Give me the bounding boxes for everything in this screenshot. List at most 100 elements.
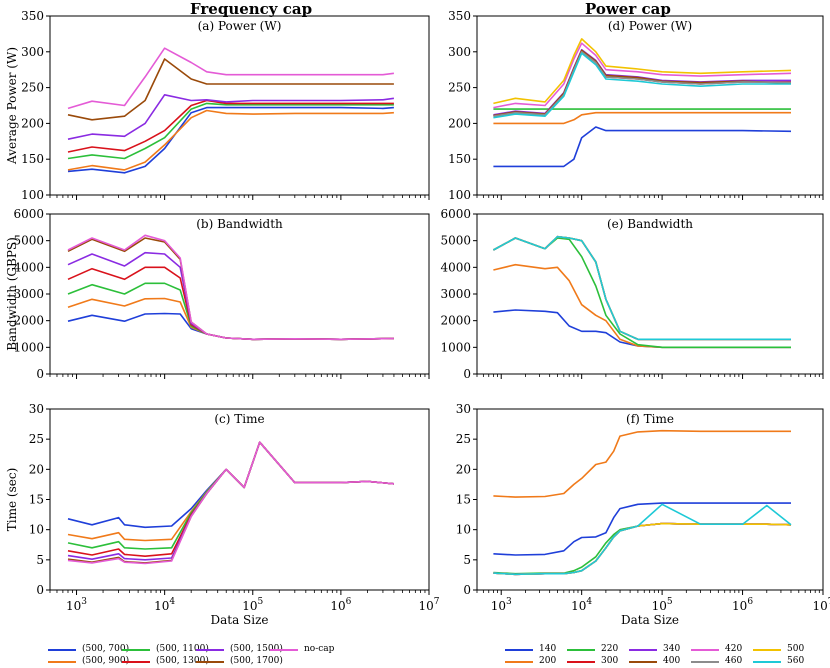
series-line-300 <box>493 235 791 341</box>
panel-d-frame <box>476 15 824 196</box>
series-line-460 <box>493 235 791 341</box>
y-tick-label: 5 <box>36 553 44 567</box>
y-tick-label: 0 <box>36 367 44 381</box>
y-tick-label: 250 <box>448 81 471 95</box>
y-tick-label: 300 <box>21 45 44 59</box>
legend-swatch <box>196 649 224 651</box>
legend-swatch <box>505 661 533 663</box>
panel-e-frame <box>476 213 824 375</box>
series-line-340 <box>493 522 792 576</box>
y-tick-label: 5000 <box>13 234 44 248</box>
legend-label: 300 <box>601 656 619 666</box>
y-tick-label: 15 <box>456 493 471 507</box>
series-line-no-cap <box>67 47 395 110</box>
y-tick-label: 6000 <box>440 207 471 221</box>
panel-title: (a) Power (W) <box>198 19 282 33</box>
x-tick-label: 107 <box>812 597 830 613</box>
series-line-220 <box>493 237 791 349</box>
x-axis-label: Data Size <box>621 613 679 627</box>
y-tick-label: 3000 <box>440 287 471 301</box>
x-tick-label: 104 <box>571 597 592 613</box>
panel-c-frame <box>49 408 430 591</box>
legend-label: (500, 1500) <box>230 644 283 654</box>
series-line-500 <box>493 38 792 105</box>
y-tick-label: 350 <box>448 9 471 23</box>
panel-title: (e) Bandwidth <box>607 217 693 231</box>
legend-label: (500, 1300) <box>156 656 209 666</box>
series-line--500-1300- <box>67 266 394 341</box>
series-line--500-900- <box>67 109 394 171</box>
series-line--500-1700- <box>67 441 394 564</box>
legend-label: 340 <box>663 644 681 654</box>
series-line-140 <box>493 309 791 349</box>
legend-swatch <box>270 649 298 651</box>
legend-swatch <box>505 649 533 651</box>
y-tick-label: 25 <box>29 432 44 446</box>
series-line-140 <box>493 126 792 168</box>
legend-swatch <box>48 649 76 651</box>
legend-label: 460 <box>725 656 743 666</box>
x-tick-label: 103 <box>491 597 512 613</box>
right-column-title: Power cap <box>585 0 671 18</box>
panel-title: (f) Time <box>626 412 674 426</box>
y-tick-label: 4000 <box>13 260 44 274</box>
x-tick-label: 106 <box>330 597 351 613</box>
legend-left: (500, 700) (500, 900) (500, 1100) (500, 130… <box>48 643 344 667</box>
y-tick-label: 100 <box>448 188 471 202</box>
legend-swatch <box>753 649 781 651</box>
y-tick-label: 10 <box>456 523 471 537</box>
series-line--500-700- <box>67 312 394 341</box>
y-tick-label: 200 <box>21 116 44 130</box>
series-line-340 <box>493 235 791 341</box>
panel-b-frame <box>49 213 430 375</box>
y-tick-label: 2000 <box>13 314 44 328</box>
series-line--500-700- <box>67 106 394 174</box>
series-line-500 <box>493 235 791 341</box>
y-tick-label: 10 <box>29 523 44 537</box>
y-tick-label: 3000 <box>13 287 44 301</box>
y-tick-label: 100 <box>21 188 44 202</box>
legend-label: (500, 700) <box>82 644 130 654</box>
y-tick-label: 30 <box>456 402 471 416</box>
legend-swatch <box>48 661 76 663</box>
y-tick-label: 15 <box>29 493 44 507</box>
x-axis-label: Data Size <box>210 613 268 627</box>
legend-swatch <box>122 649 150 651</box>
series-line-200 <box>493 263 791 349</box>
legend-label: 400 <box>663 656 681 666</box>
y-tick-label: 200 <box>448 116 471 130</box>
series-line-300 <box>493 522 792 576</box>
y-axis-label: Average Power (W) <box>5 47 19 165</box>
x-tick-label: 106 <box>732 597 753 613</box>
series-line--500-1500- <box>67 94 395 140</box>
series-line-140 <box>493 502 791 556</box>
y-tick-label: 0 <box>463 367 471 381</box>
series-line-460 <box>493 50 792 117</box>
legend-right: 140 200 220 300 340 400 420 460 500 560 <box>505 643 815 667</box>
series-line--500-700- <box>67 441 394 529</box>
y-tick-label: 150 <box>21 152 44 166</box>
series-line-no-cap <box>67 441 394 565</box>
legend-label: 200 <box>539 656 557 666</box>
legend-swatch <box>567 649 595 651</box>
y-tick-label: 150 <box>448 152 471 166</box>
y-tick-label: 0 <box>36 583 44 597</box>
series-line-460 <box>493 522 792 576</box>
series-line-200 <box>493 429 791 498</box>
legend-swatch <box>753 661 781 663</box>
x-tick-label: 103 <box>66 597 87 613</box>
legend-label: 560 <box>787 656 805 666</box>
series-line--500-1100- <box>67 282 394 341</box>
legend-swatch <box>691 661 719 663</box>
panel-title: (c) Time <box>214 412 264 426</box>
series-line--500-900- <box>67 297 394 341</box>
y-tick-label: 250 <box>21 81 44 95</box>
y-tick-label: 1000 <box>440 340 471 354</box>
y-tick-label: 20 <box>29 462 44 476</box>
y-tick-label: 25 <box>456 432 471 446</box>
legend-label: (500, 1700) <box>230 656 283 666</box>
legend-label: (500, 1100) <box>156 644 209 654</box>
legend-swatch <box>629 649 657 651</box>
